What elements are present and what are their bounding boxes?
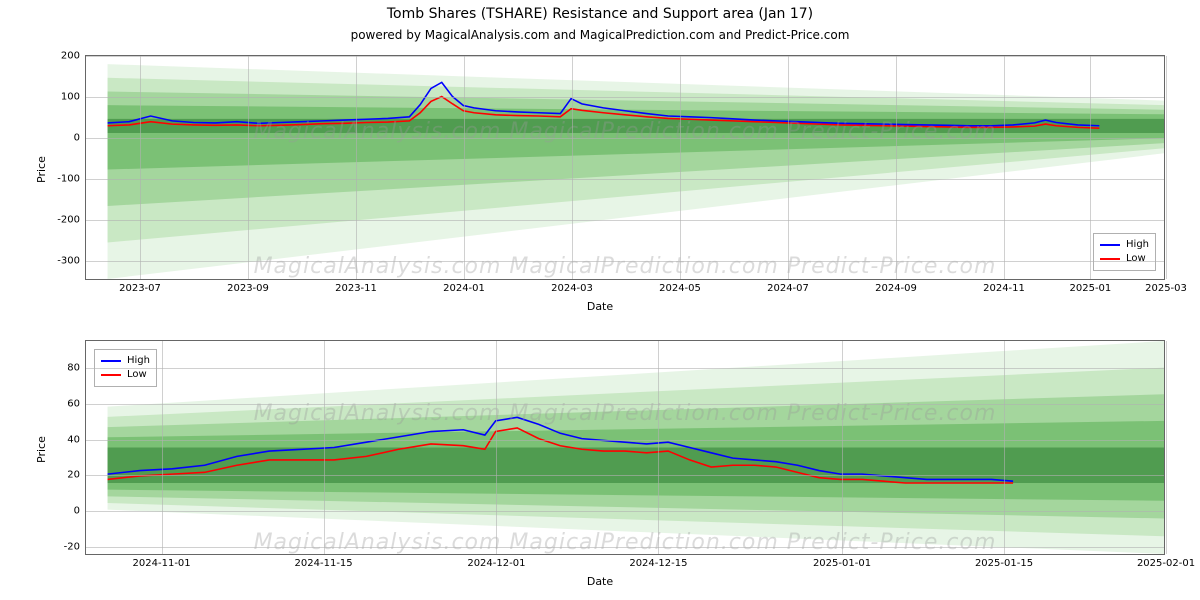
legend-item: Low [1100,252,1149,266]
legend-label: High [127,354,150,368]
xlabel-bottom: Date [0,575,1200,588]
legend-swatch [101,360,121,362]
support-resistance-band [108,448,1164,484]
xtick-label: 2024-11 [983,279,1025,294]
xtick-label: 2023-07 [119,279,161,294]
xlabel-top: Date [0,300,1200,313]
ylabel-top: Price [35,156,48,183]
xtick-label: 2025-03 [1145,279,1187,294]
xtick-label: 2025-01-01 [813,554,871,569]
xtick-label: 2023-11 [335,279,377,294]
ytick-label: -300 [57,255,86,266]
bottom-chart-svg [86,341,1164,554]
xtick-label: 2024-01 [443,279,485,294]
xtick-label: 2024-12-01 [467,554,525,569]
ytick-label: -100 [57,173,86,184]
legend-label: High [1126,238,1149,252]
ytick-label: 0 [74,132,86,143]
chart-title: Tomb Shares (TSHARE) Resistance and Supp… [0,6,1200,22]
xtick-label: 2023-09 [227,279,269,294]
ytick-label: 80 [67,362,86,373]
bottom-chart-panel: MagicalAnalysis.com MagicalPrediction.co… [85,340,1165,555]
xtick-label: 2024-09 [875,279,917,294]
xtick-label: 2024-11-15 [295,554,353,569]
chart-subtitle: powered by MagicalAnalysis.com and Magic… [0,28,1200,42]
ytick-label: -20 [64,542,86,553]
ytick-label: 20 [67,470,86,481]
xtick-label: 2024-07 [767,279,809,294]
legend-top: HighLow [1093,233,1156,271]
ytick-label: 200 [61,51,86,62]
figure: Tomb Shares (TSHARE) Resistance and Supp… [0,0,1200,600]
legend-label: Low [127,368,147,382]
legend-swatch [101,374,121,376]
ytick-label: -200 [57,214,86,225]
ylabel-bottom: Price [35,436,48,463]
xtick-label: 2024-05 [659,279,701,294]
ytick-label: 0 [74,506,86,517]
ytick-label: 40 [67,434,86,445]
ytick-label: 100 [61,91,86,102]
legend-item: Low [101,368,150,382]
xtick-label: 2025-02-01 [1137,554,1195,569]
xtick-label: 2025-01 [1069,279,1111,294]
xtick-label: 2024-11-01 [133,554,191,569]
legend-item: High [101,354,150,368]
legend-item: High [1100,238,1149,252]
xtick-label: 2024-12-15 [629,554,687,569]
top-chart-panel: MagicalAnalysis.com MagicalPrediction.co… [85,55,1165,280]
legend-label: Low [1126,252,1146,266]
legend-swatch [1100,244,1120,246]
ytick-label: 60 [67,398,86,409]
xtick-label: 2025-01-15 [975,554,1033,569]
xtick-label: 2024-03 [551,279,593,294]
